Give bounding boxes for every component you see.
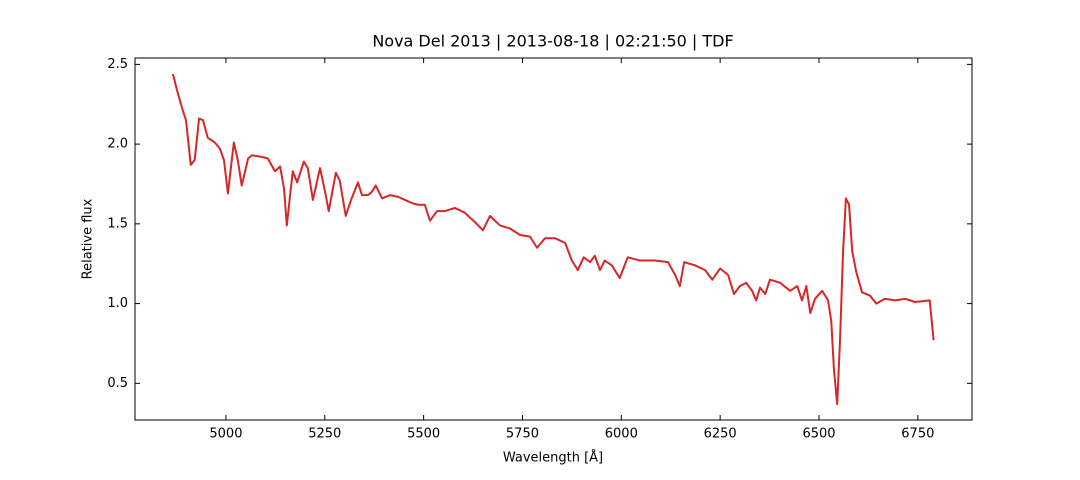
y-tick-label: 2.5	[107, 57, 128, 72]
y-tick-label: 1.5	[107, 216, 128, 231]
spectrum-line	[171, 73, 935, 406]
y-tick-label: 2.0	[107, 137, 128, 152]
x-tick-label: 6500	[802, 427, 835, 442]
y-axis-label: Relative flux	[81, 198, 96, 279]
x-tick-label: 6000	[605, 427, 638, 442]
x-tick-label: 5750	[506, 427, 539, 442]
plot-frame	[134, 57, 973, 421]
x-tick-label: 5000	[209, 427, 242, 442]
y-tick-label: 0.5	[107, 376, 128, 391]
y-tick-label: 1.0	[107, 296, 128, 311]
x-tick-label: 6750	[901, 427, 934, 442]
x-tick-label: 6250	[704, 427, 737, 442]
chart-title: Nova Del 2013 | 2013-08-18 | 02:21:50 | …	[372, 32, 733, 51]
x-tick-label: 5250	[308, 427, 341, 442]
x-axis-label: Wavelength [Å]	[503, 450, 603, 466]
x-tick-label: 5500	[407, 427, 440, 442]
